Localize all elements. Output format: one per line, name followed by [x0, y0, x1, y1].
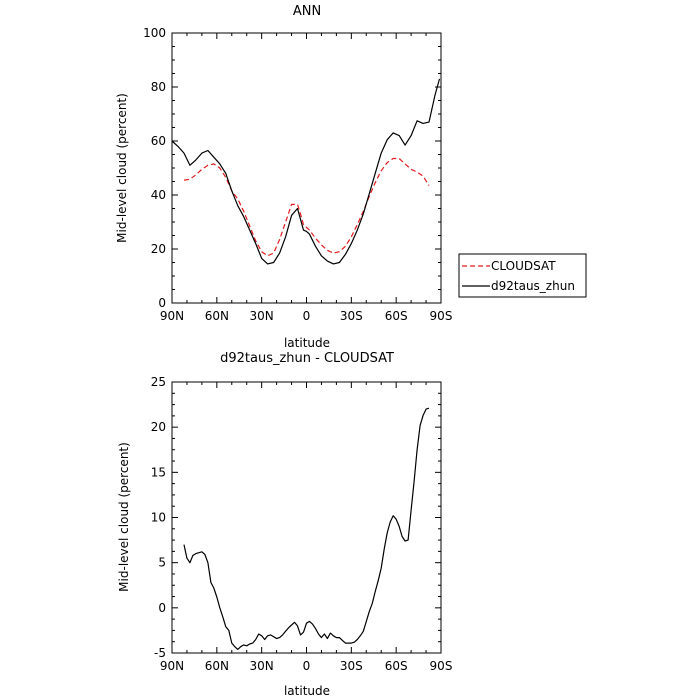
top-panel-title: ANN	[293, 4, 321, 19]
x-tick-label: 90N	[160, 309, 184, 323]
y-tick-label: 80	[151, 80, 166, 94]
difference-panel: d92taus_zhun - CLOUDSAT latitude Mid-lev…	[117, 351, 452, 698]
y-tick-label: 20	[151, 242, 166, 256]
x-tick-label: 90N	[160, 659, 184, 673]
bottom-plot-frame	[171, 381, 442, 654]
climatology-panel: ANN latitude Mid-level cloud (percent) 9…	[115, 4, 452, 350]
bottom-tick-layer: 90N 60N 30N 0 30S 60S 90S -5 0 5 10 15 20 25	[151, 375, 453, 673]
top-plot-frame	[171, 32, 442, 304]
y-tick-label: -5	[154, 646, 166, 660]
x-tick-label: 30N	[250, 309, 274, 323]
x-tick-label: 60N	[205, 659, 229, 673]
y-tick-label: 25	[151, 375, 166, 389]
x-tick-label: 30S	[340, 309, 363, 323]
y-tick-label: 0	[158, 601, 166, 615]
y-tick-label: 5	[158, 556, 166, 570]
y-tick-label: 20	[151, 420, 166, 434]
x-tick-label: 90S	[430, 659, 453, 673]
x-tick-label: 0	[303, 309, 311, 323]
y-tick-label: 100	[143, 26, 166, 40]
y-tick-label: 15	[151, 465, 166, 479]
series-line-cloudsat	[183, 157, 430, 257]
top-plot-area	[171, 78, 441, 265]
legend-box	[458, 253, 587, 298]
legend: CLOUDSAT d92taus_zhun	[458, 253, 587, 298]
y-tick-label: 0	[158, 296, 166, 310]
x-tick-label: 30S	[340, 659, 363, 673]
difference-series-line	[183, 407, 430, 651]
top-tick-layer: 90N 60N 30N 0 30S 60S 90S 0 20 40 60 80 100	[143, 26, 452, 323]
x-tick-label: 60S	[385, 659, 408, 673]
x-tick-label: 30N	[250, 659, 274, 673]
y-tick-label: 60	[151, 134, 166, 148]
bottom-panel-title: d92taus_zhun - CLOUDSAT	[220, 351, 394, 366]
x-tick-label: 60S	[385, 309, 408, 323]
top-x-axis-label: latitude	[284, 336, 330, 350]
y-tick-label: 10	[151, 511, 166, 525]
legend-label-d92taus-zhun: d92taus_zhun	[491, 279, 575, 293]
top-y-axis-label: Mid-level cloud (percent)	[115, 93, 129, 243]
x-tick-label: 90S	[430, 309, 453, 323]
bottom-plot-area	[183, 407, 430, 651]
bottom-x-axis-label: latitude	[284, 684, 330, 698]
bottom-y-axis-label: Mid-level cloud (percent)	[117, 442, 131, 592]
legend-label-cloudsat: CLOUDSAT	[491, 259, 556, 273]
series-line-d92taus-zhun	[171, 78, 441, 265]
y-tick-label: 40	[151, 188, 166, 202]
x-tick-label: 60N	[205, 309, 229, 323]
x-tick-label: 0	[303, 659, 311, 673]
